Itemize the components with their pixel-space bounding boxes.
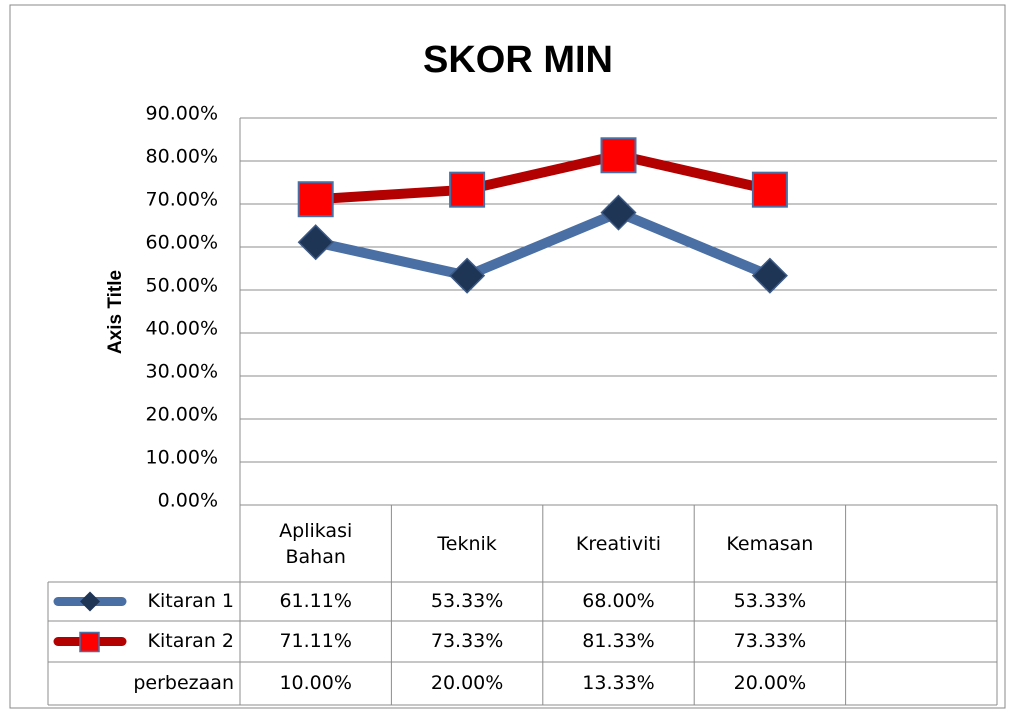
y-tick-label: 90.00% (146, 103, 218, 125)
y-axis-title: Axis Title (105, 270, 126, 354)
data-label: 81.33% (582, 630, 654, 652)
series-line (310, 150, 775, 205)
x-tick-label: Aplikasi Bahan (279, 519, 353, 568)
y-tick-label: 30.00% (146, 361, 218, 383)
y-tick-label: 0.00% (158, 490, 218, 512)
marker (297, 181, 334, 218)
legend-marker (80, 591, 100, 612)
marker (449, 171, 486, 208)
marker (600, 137, 637, 174)
chart-title: SKOR MIN (423, 39, 613, 81)
marker (297, 224, 334, 261)
x-tick-label: Kemasan (726, 532, 814, 555)
data-label: 73.33% (734, 630, 806, 652)
y-tick-label: 70.00% (146, 189, 218, 211)
y-tick-label: 60.00% (146, 232, 218, 254)
data-label: 13.33% (582, 672, 654, 694)
row-label: Kitaran 2 (148, 630, 234, 652)
data-label: 61.11% (279, 590, 351, 612)
data-label: 73.33% (431, 630, 503, 652)
legend-marker (79, 631, 100, 653)
data-label: 53.33% (431, 590, 503, 612)
data-label: 68.00% (582, 590, 654, 612)
y-tick-label: 10.00% (146, 447, 218, 469)
chart-border (9, 4, 1006, 709)
y-tick-label: 20.00% (146, 404, 218, 426)
row-label: perbezaan (133, 672, 234, 694)
data-label: 20.00% (431, 672, 503, 694)
x-tick-label: Kreativiti (575, 532, 662, 555)
data-label: 71.11% (279, 630, 351, 652)
data-label: 53.33% (734, 590, 806, 612)
data-label: 20.00% (734, 672, 806, 694)
marker (751, 257, 788, 294)
marker (751, 171, 788, 208)
series-line (310, 207, 775, 281)
marker (600, 194, 637, 231)
y-tick-label: 80.00% (146, 146, 218, 168)
marker (449, 257, 486, 294)
x-tick-label: Teknik (437, 532, 497, 555)
y-tick-label: 40.00% (146, 318, 218, 340)
row-label: Kitaran 1 (148, 590, 234, 612)
data-label: 10.00% (279, 672, 351, 694)
y-tick-label: 50.00% (146, 275, 218, 297)
